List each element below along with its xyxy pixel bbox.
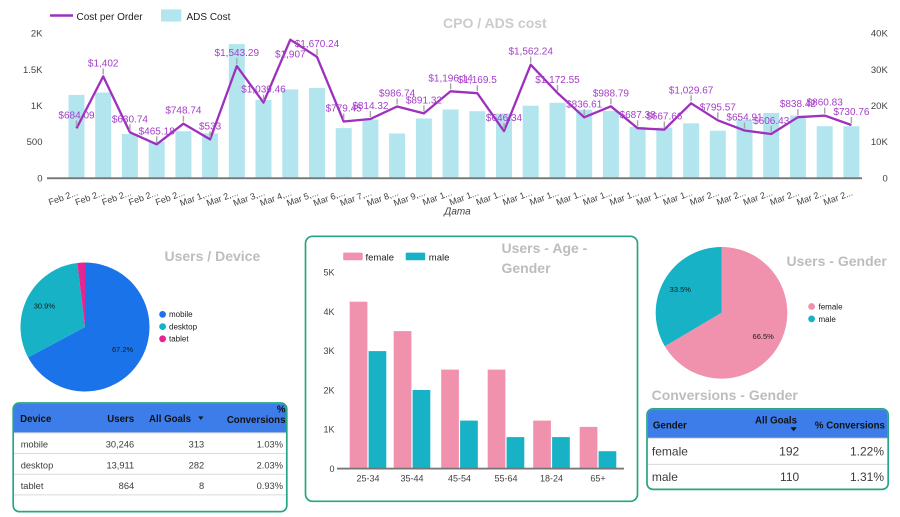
svg-text:864: 864	[119, 481, 135, 491]
svg-text:$1,402: $1,402	[88, 58, 119, 69]
svg-text:0: 0	[37, 174, 42, 185]
svg-text:$646.34: $646.34	[486, 113, 523, 124]
svg-text:mobile: mobile	[21, 440, 48, 450]
svg-text:Conversions: Conversions	[227, 415, 286, 426]
svg-text:%: %	[277, 404, 286, 415]
svg-text:$779.45: $779.45	[326, 104, 363, 115]
svg-text:All Goals: All Goals	[755, 416, 797, 427]
svg-text:$795.57: $795.57	[700, 102, 737, 113]
svg-text:$748.74: $748.74	[165, 106, 202, 117]
svg-text:4K: 4K	[323, 307, 334, 317]
svg-text:$533: $533	[199, 121, 222, 132]
svg-text:65+: 65+	[590, 474, 605, 484]
svg-text:66.5%: 66.5%	[753, 332, 775, 341]
svg-text:female: female	[819, 302, 844, 311]
svg-text:$684.09: $684.09	[58, 110, 95, 121]
svg-text:desktop: desktop	[169, 322, 198, 331]
svg-text:1.22%: 1.22%	[850, 445, 884, 459]
svg-text:$1,172.55: $1,172.55	[535, 75, 580, 86]
svg-text:Gender: Gender	[653, 421, 687, 432]
svg-text:45-54: 45-54	[448, 474, 471, 484]
svg-text:2.03%: 2.03%	[257, 460, 283, 470]
svg-text:$687.38: $687.38	[620, 110, 657, 121]
svg-text:Conversions - Gender: Conversions - Gender	[652, 387, 799, 403]
svg-text:female: female	[652, 445, 688, 459]
svg-text:$1,169.5: $1,169.5	[458, 75, 497, 86]
svg-text:$1,029.67: $1,029.67	[669, 85, 714, 96]
svg-text:18-24: 18-24	[540, 474, 563, 484]
svg-text:tablet: tablet	[169, 335, 189, 344]
svg-text:mobile: mobile	[169, 310, 193, 319]
svg-text:55-64: 55-64	[494, 474, 517, 484]
svg-text:$1,196.14: $1,196.14	[428, 73, 473, 84]
svg-text:$667.66: $667.66	[646, 112, 683, 123]
svg-text:Mar 2...: Mar 2...	[822, 187, 854, 207]
svg-text:$606.43: $606.43	[753, 116, 790, 127]
svg-text:$1,039.46: $1,039.46	[241, 85, 286, 96]
svg-text:30.9%: 30.9%	[34, 301, 56, 310]
svg-text:tablet: tablet	[21, 481, 44, 491]
svg-text:$860.83: $860.83	[807, 98, 844, 109]
svg-text:0.93%: 0.93%	[257, 481, 283, 491]
svg-text:1K: 1K	[31, 101, 43, 112]
svg-text:1K: 1K	[323, 425, 334, 435]
svg-text:$986.74: $986.74	[379, 89, 416, 100]
svg-text:5K: 5K	[323, 268, 334, 278]
svg-text:$1,670.24: $1,670.24	[295, 39, 340, 50]
svg-text:0: 0	[329, 464, 334, 474]
svg-text:35-44: 35-44	[400, 474, 423, 484]
svg-text:ADS Cost: ADS Cost	[187, 12, 231, 23]
svg-text:313: 313	[189, 440, 205, 450]
svg-text:110: 110	[780, 470, 799, 484]
svg-text:male: male	[819, 315, 837, 324]
svg-text:$1,907: $1,907	[275, 50, 306, 61]
svg-text:female: female	[366, 252, 395, 263]
svg-text:30,246: 30,246	[106, 440, 134, 450]
svg-text:1.5K: 1.5K	[23, 65, 43, 76]
svg-text:10K: 10K	[871, 137, 889, 148]
svg-text:Дата: Дата	[443, 207, 471, 218]
svg-text:30K: 30K	[871, 65, 889, 76]
svg-text:% Conversions: % Conversions	[815, 421, 885, 432]
svg-text:Gender: Gender	[502, 260, 552, 276]
svg-text:0: 0	[883, 174, 888, 185]
svg-text:3K: 3K	[323, 346, 334, 356]
svg-text:male: male	[429, 252, 450, 263]
svg-text:desktop: desktop	[21, 460, 54, 470]
svg-text:$838.42: $838.42	[780, 99, 817, 110]
svg-text:All Goals: All Goals	[149, 414, 191, 425]
svg-text:2K: 2K	[31, 29, 43, 40]
svg-text:2K: 2K	[323, 385, 334, 395]
svg-text:500: 500	[27, 137, 43, 148]
svg-text:25-34: 25-34	[356, 474, 379, 484]
svg-text:$1,543.29: $1,543.29	[215, 48, 260, 59]
svg-text:$988.79: $988.79	[593, 88, 630, 99]
svg-text:$1,562.24: $1,562.24	[508, 47, 553, 58]
svg-text:$836.61: $836.61	[566, 99, 603, 110]
svg-text:1.31%: 1.31%	[850, 470, 884, 484]
svg-text:Cost per Order: Cost per Order	[77, 12, 144, 23]
svg-text:Users - Gender: Users - Gender	[787, 253, 888, 269]
svg-text:40K: 40K	[871, 29, 889, 40]
svg-text:$630.74: $630.74	[112, 114, 149, 125]
svg-text:67.2%: 67.2%	[112, 345, 134, 354]
svg-text:Device: Device	[20, 414, 52, 425]
svg-text:$654.91: $654.91	[726, 113, 763, 124]
svg-text:$814.32: $814.32	[352, 101, 389, 112]
svg-text:$730.76: $730.76	[833, 107, 870, 118]
svg-text:CPO / ADS cost: CPO / ADS cost	[443, 15, 547, 31]
svg-text:Users: Users	[107, 414, 134, 425]
svg-text:1.03%: 1.03%	[257, 440, 283, 450]
svg-text:$465.18: $465.18	[139, 126, 176, 137]
svg-text:$891.32: $891.32	[406, 95, 443, 106]
svg-text:33.5%: 33.5%	[670, 285, 692, 294]
svg-text:192: 192	[779, 445, 799, 459]
svg-text:Users - Age -: Users - Age -	[502, 240, 588, 256]
svg-text:8: 8	[199, 481, 204, 491]
svg-text:282: 282	[189, 460, 205, 470]
svg-text:male: male	[652, 470, 678, 484]
svg-text:Users / Device: Users / Device	[165, 248, 261, 264]
svg-text:13,911: 13,911	[106, 460, 134, 470]
svg-text:20K: 20K	[871, 101, 889, 112]
